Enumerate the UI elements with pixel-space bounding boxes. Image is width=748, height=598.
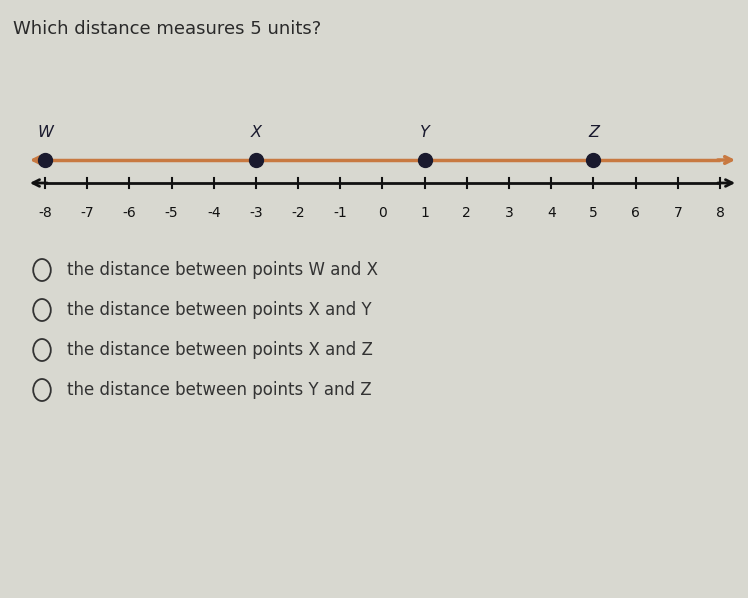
Text: 6: 6 — [631, 206, 640, 220]
Text: -3: -3 — [249, 206, 263, 220]
Text: -2: -2 — [291, 206, 305, 220]
Text: -7: -7 — [80, 206, 94, 220]
Text: -6: -6 — [123, 206, 136, 220]
Text: -5: -5 — [165, 206, 178, 220]
Text: W: W — [37, 125, 53, 140]
Text: 2: 2 — [462, 206, 471, 220]
Text: the distance between points Y and Z: the distance between points Y and Z — [67, 381, 372, 399]
Text: -1: -1 — [334, 206, 347, 220]
Text: 0: 0 — [378, 206, 387, 220]
Text: 8: 8 — [716, 206, 724, 220]
Text: Z: Z — [588, 125, 599, 140]
Text: 7: 7 — [673, 206, 682, 220]
Text: the distance between points X and Z: the distance between points X and Z — [67, 341, 373, 359]
Text: the distance between points X and Y: the distance between points X and Y — [67, 301, 372, 319]
Text: -8: -8 — [38, 206, 52, 220]
Text: 1: 1 — [420, 206, 429, 220]
Text: X: X — [251, 125, 262, 140]
Text: the distance between points W and X: the distance between points W and X — [67, 261, 378, 279]
Text: Y: Y — [420, 125, 429, 140]
Text: Which distance measures 5 units?: Which distance measures 5 units? — [13, 20, 321, 38]
Text: 5: 5 — [589, 206, 598, 220]
Text: -4: -4 — [207, 206, 221, 220]
Text: 3: 3 — [505, 206, 513, 220]
Text: 4: 4 — [547, 206, 556, 220]
